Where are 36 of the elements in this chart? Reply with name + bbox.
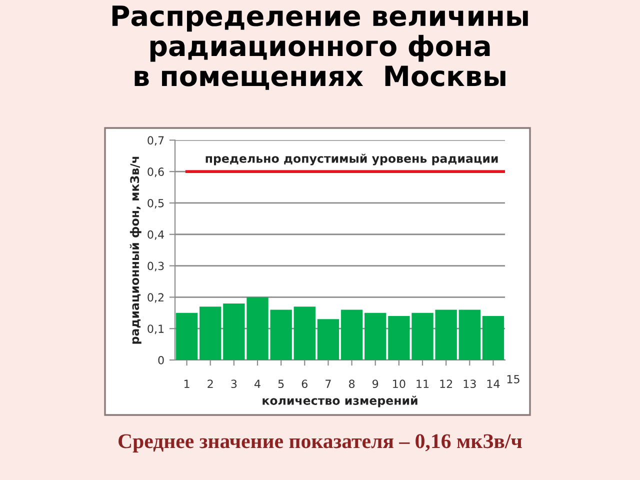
bar [176, 312, 198, 360]
bar [317, 319, 340, 360]
x-tick-label: 2 [208, 380, 213, 388]
y-tick-label: 0,5 [148, 198, 164, 208]
x-tick-label: 7 [326, 380, 331, 388]
x-tick-label: 1 [184, 380, 190, 388]
bar [200, 306, 222, 360]
ref-line-label: предельно допустимый уровень радиации [206, 154, 498, 166]
y-tick-label: 0,4 [148, 230, 164, 240]
y-tick-label: 0,2 [148, 293, 164, 303]
bar [294, 306, 316, 360]
y-tick-label: 0,6 [148, 168, 164, 178]
y-tick-label: 0 [158, 356, 164, 364]
x-tick-label: 5 [278, 380, 284, 388]
x-tick-label: 4 [254, 380, 260, 388]
bar [458, 310, 480, 360]
y-tick-label: 0,3 [148, 262, 164, 272]
text: Среднее значение показателя – 0,16 мкЗв/ч [118, 434, 522, 452]
x-tick-label: 12 [440, 380, 452, 388]
x-tick-label: 9 [372, 380, 378, 388]
y-axis-title: радиационный фон, мкЗв/ч [130, 156, 142, 344]
text: 15 [507, 375, 520, 384]
x-axis-title: количество измерений [262, 396, 418, 408]
x-tick-label: 6 [302, 380, 308, 388]
y-tick-label: 0,7 [148, 136, 164, 146]
x-tick-label: 8 [349, 380, 355, 388]
x-tick-label: 14 [487, 380, 500, 388]
bar [340, 310, 363, 360]
chart-title: Распределение величины радиационного фона в помещениях Москвы [112, 6, 528, 90]
x-tick-label: 11 [416, 380, 429, 388]
y-tick-label: 0,1 [148, 324, 164, 334]
x-tick-label: 10 [393, 380, 406, 388]
x-tick-label: 3 [231, 380, 237, 388]
bar [482, 316, 504, 360]
bar [364, 312, 386, 360]
x-tick-label: 13 [464, 380, 476, 388]
